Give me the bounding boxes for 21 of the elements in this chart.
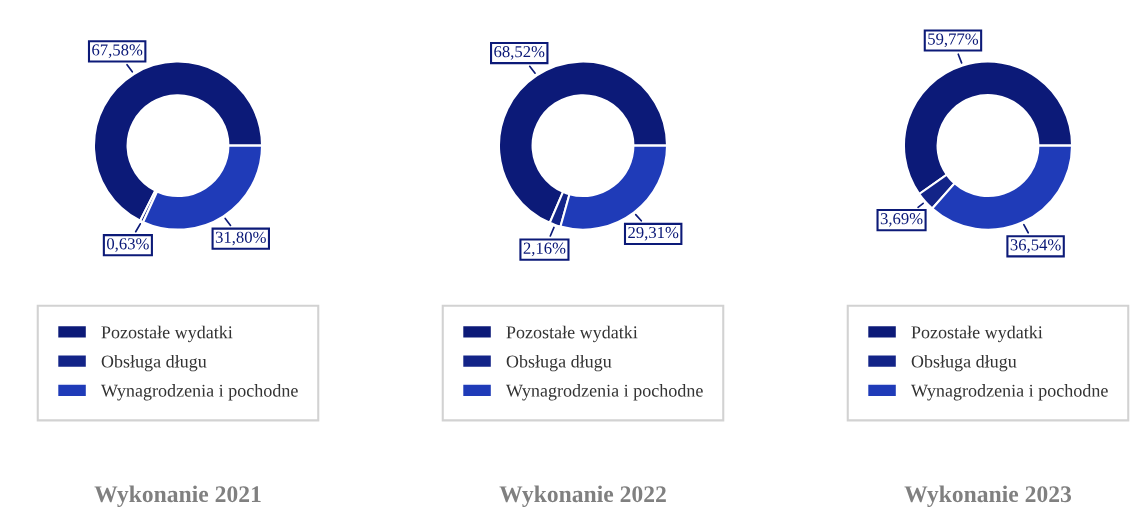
- data-label: 2,16%: [523, 242, 566, 257]
- data-label: 59,77%: [928, 33, 979, 48]
- data-label: 3,69%: [880, 213, 923, 227]
- text: Wykonanie 2023: [904, 485, 1072, 507]
- data-label: 36,54%: [1010, 239, 1061, 253]
- data-label: 31,80%: [215, 231, 266, 246]
- legend-label: Wynagrodzenia i pochodne: [100, 384, 298, 401]
- legend-label: Pozostałe wydatki: [506, 325, 638, 343]
- legend-label: Obsługa długu: [101, 354, 207, 372]
- data-label: 0,63%: [106, 238, 149, 252]
- legend-label: Wynagrodzenia i pochodne: [505, 384, 703, 401]
- data-label: 68,52%: [494, 46, 545, 60]
- legend-label: Obsługa długu: [911, 354, 1017, 372]
- legend-label: Obsługa długu: [506, 354, 612, 372]
- data-label: 67,58%: [92, 44, 143, 58]
- data-label: 29,31%: [628, 226, 679, 241]
- legend-label: Pozostałe wydatki: [911, 325, 1043, 343]
- legend-label: Wynagrodzenia i pochodne: [910, 384, 1108, 401]
- text: Wykonanie 2022: [499, 485, 666, 507]
- legend-label: Pozostałe wydatki: [101, 325, 233, 343]
- text: Wykonanie 2021: [94, 485, 261, 507]
